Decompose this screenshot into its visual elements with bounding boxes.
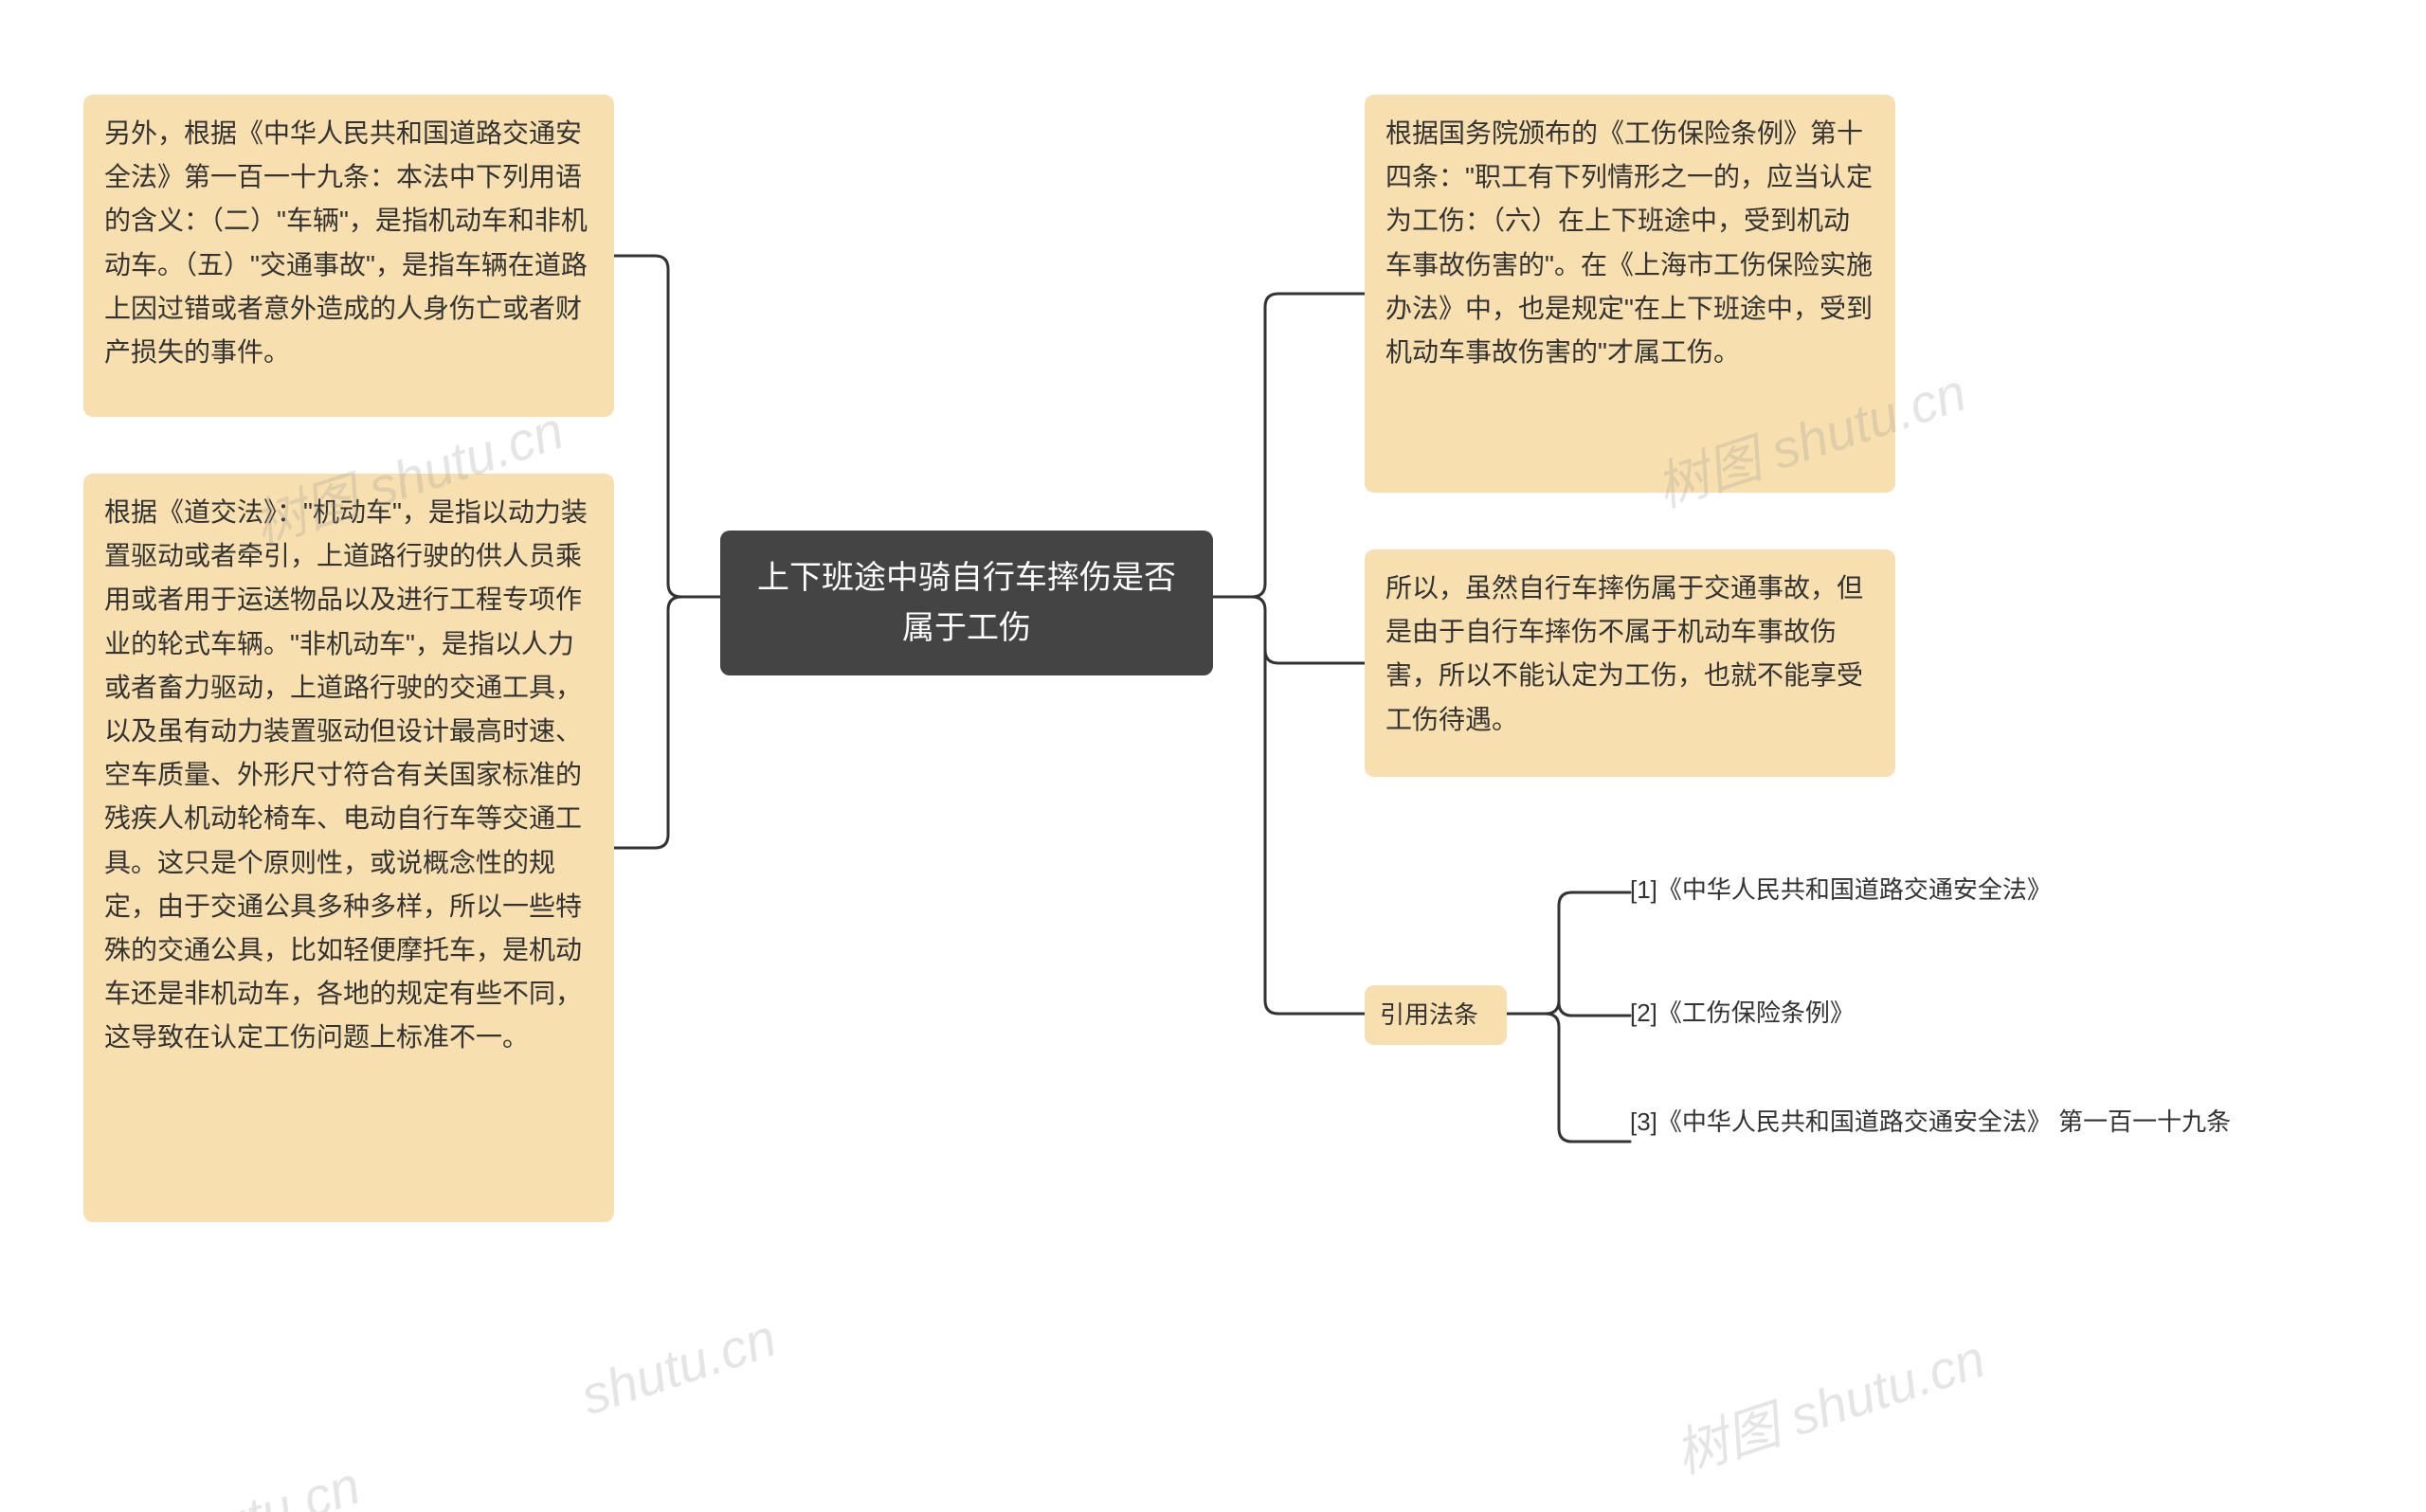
citations-label: 引用法条 <box>1380 1000 1478 1029</box>
citation-2: [2]《工伤保险条例》 <box>1630 995 2350 1036</box>
watermark: shutu.cn <box>573 1306 783 1427</box>
watermark: 树图 shutu.cn <box>1664 1317 1994 1489</box>
watermark: 图 shutu.cn <box>89 1443 368 1512</box>
citation-2-text: [2]《工伤保险条例》 <box>1630 999 1855 1027</box>
citation-3-text: [3]《中华人民共和国道路交通安全法》 第一百一十九条 <box>1630 1107 2231 1136</box>
right-node-2-text: 所以，虽然自行车摔伤属于交通事故，但是由于自行车摔伤不属于机动车事故伤害，所以不… <box>1385 573 1863 734</box>
right-node-2: 所以，虽然自行车摔伤属于交通事故，但是由于自行车摔伤不属于机动车事故伤害，所以不… <box>1365 549 1895 777</box>
citation-1: [1]《中华人民共和国道路交通安全法》 <box>1630 872 2350 913</box>
right-node-citations: 引用法条 <box>1365 985 1507 1045</box>
citation-3: [3]《中华人民共和国道路交通安全法》 第一百一十九条 <box>1630 1104 2350 1179</box>
left-node-2: 根据《道交法》："机动车"，是指以动力装置驱动或者牵引，上道路行驶的供人员乘用或… <box>83 474 614 1222</box>
right-node-1-text: 根据国务院颁布的《工伤保险条例》第十四条："职工有下列情形之一的，应当认定为工伤… <box>1385 118 1873 367</box>
left-node-2-text: 根据《道交法》："机动车"，是指以动力装置驱动或者牵引，上道路行驶的供人员乘用或… <box>104 497 588 1052</box>
left-node-1-text: 另外，根据《中华人民共和国道路交通安全法》第一百一十九条：本法中下列用语的含义：… <box>104 118 588 367</box>
left-node-1: 另外，根据《中华人民共和国道路交通安全法》第一百一十九条：本法中下列用语的含义：… <box>83 95 614 417</box>
center-text: 上下班途中骑自行车摔伤是否属于工伤 <box>757 560 1176 646</box>
center-node: 上下班途中骑自行车摔伤是否属于工伤 <box>720 531 1213 675</box>
right-node-1: 根据国务院颁布的《工伤保险条例》第十四条："职工有下列情形之一的，应当认定为工伤… <box>1365 95 1895 493</box>
citation-1-text: [1]《中华人民共和国道路交通安全法》 <box>1630 875 2052 904</box>
